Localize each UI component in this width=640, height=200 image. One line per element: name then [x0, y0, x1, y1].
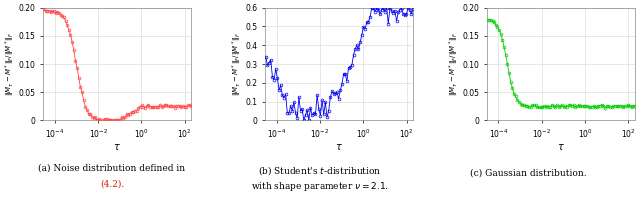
X-axis label: $\tau$: $\tau$	[335, 142, 343, 152]
Text: with shape parameter $\nu = 2.1$.: with shape parameter $\nu = 2.1$.	[251, 180, 389, 193]
Text: (c) Gaussian distribution.: (c) Gaussian distribution.	[470, 169, 586, 178]
Y-axis label: $\|M_\tau - M^*\|_F / \|M^*\|_F$: $\|M_\tau - M^*\|_F / \|M^*\|_F$	[448, 32, 461, 96]
X-axis label: $\tau$: $\tau$	[557, 142, 565, 152]
Text: (b) Student's $t$-distribution: (b) Student's $t$-distribution	[259, 164, 381, 177]
Y-axis label: $\|M_\tau - M^*\|_F / \|M^*\|_F$: $\|M_\tau - M^*\|_F / \|M^*\|_F$	[231, 32, 244, 96]
Y-axis label: $\|M_\tau - M^*\|_F / \|M^*\|_F$: $\|M_\tau - M^*\|_F / \|M^*\|_F$	[4, 32, 17, 96]
X-axis label: $\tau$: $\tau$	[113, 142, 122, 152]
Text: (4.2).: (4.2).	[100, 180, 124, 189]
Text: (a) Noise distribution defined in: (a) Noise distribution defined in	[38, 164, 186, 173]
